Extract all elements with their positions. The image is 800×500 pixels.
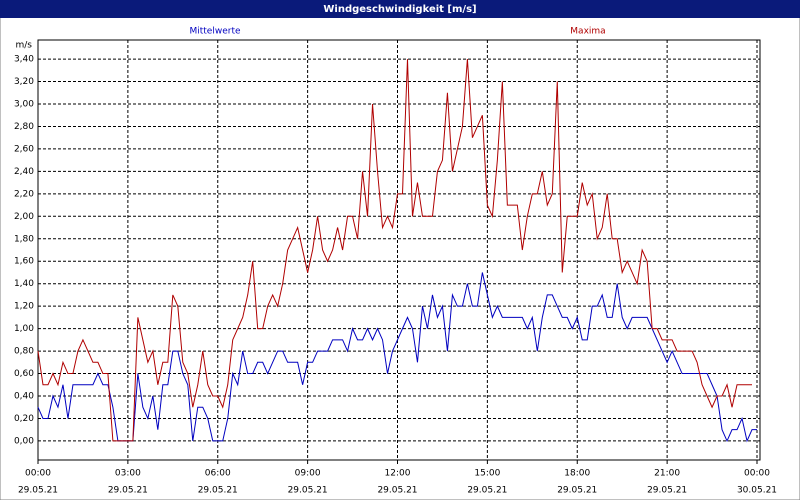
y-tick-label: 1,00: [14, 324, 34, 334]
x-tick-label: 03:00: [115, 469, 141, 479]
x-tick-label: 29.05.21: [288, 486, 328, 496]
chart-title: Windgeschwindigkeit [m/s]: [323, 4, 476, 15]
y-tick-label: 0,60: [14, 369, 34, 379]
x-tick-label: 29.05.21: [647, 486, 687, 496]
x-tick-label: 15:00: [474, 469, 500, 479]
y-tick-label: 3,40: [14, 55, 34, 65]
y-tick-label: 0,00: [14, 436, 34, 446]
legend-label: Mittelwerte: [189, 27, 240, 37]
x-tick-label: 00:00: [25, 469, 51, 479]
x-tick-label: 12:00: [385, 469, 411, 479]
y-tick-label: 1,40: [14, 279, 34, 289]
x-tick-label: 29.05.21: [467, 486, 507, 496]
y-tick-label: 1,80: [14, 234, 34, 244]
y-tick-label: 3,00: [14, 100, 34, 110]
title-bar: [0, 0, 800, 18]
x-tick-label: 06:00: [205, 469, 231, 479]
x-tick-label: 30.05.21: [737, 486, 777, 496]
x-tick-label: 09:00: [295, 469, 321, 479]
x-tick-label: 29.05.21: [198, 486, 238, 496]
y-tick-label: 2,20: [14, 189, 34, 199]
y-tick-label: 1,20: [14, 302, 34, 312]
y-tick-label: 0,80: [14, 347, 34, 357]
x-tick-label: 29.05.21: [557, 486, 597, 496]
line-series: [37, 272, 757, 443]
y-tick-label: 2,60: [14, 144, 34, 154]
x-tick-label: 29.05.21: [108, 486, 148, 496]
y-tick-label: 2,80: [14, 122, 34, 132]
x-tick-label: 21:00: [654, 469, 680, 479]
line-series: [37, 59, 753, 442]
x-tick-label: 29.05.21: [377, 486, 417, 496]
y-tick-label: 0,40: [14, 391, 34, 401]
y-tick-label: 0,20: [14, 414, 34, 424]
y-tick-label: 2,40: [14, 167, 34, 177]
y-tick-label: 1,60: [14, 257, 34, 267]
x-tick-label: 18:00: [564, 469, 590, 479]
y-tick-label: 2,00: [14, 212, 34, 222]
x-tick-label: 00:00: [744, 469, 770, 479]
legend-label: Maxima: [570, 27, 605, 37]
x-tick-label: 29.05.21: [18, 486, 58, 496]
y-tick-label: 3,20: [14, 77, 34, 87]
y-axis-label: m/s: [16, 41, 33, 51]
